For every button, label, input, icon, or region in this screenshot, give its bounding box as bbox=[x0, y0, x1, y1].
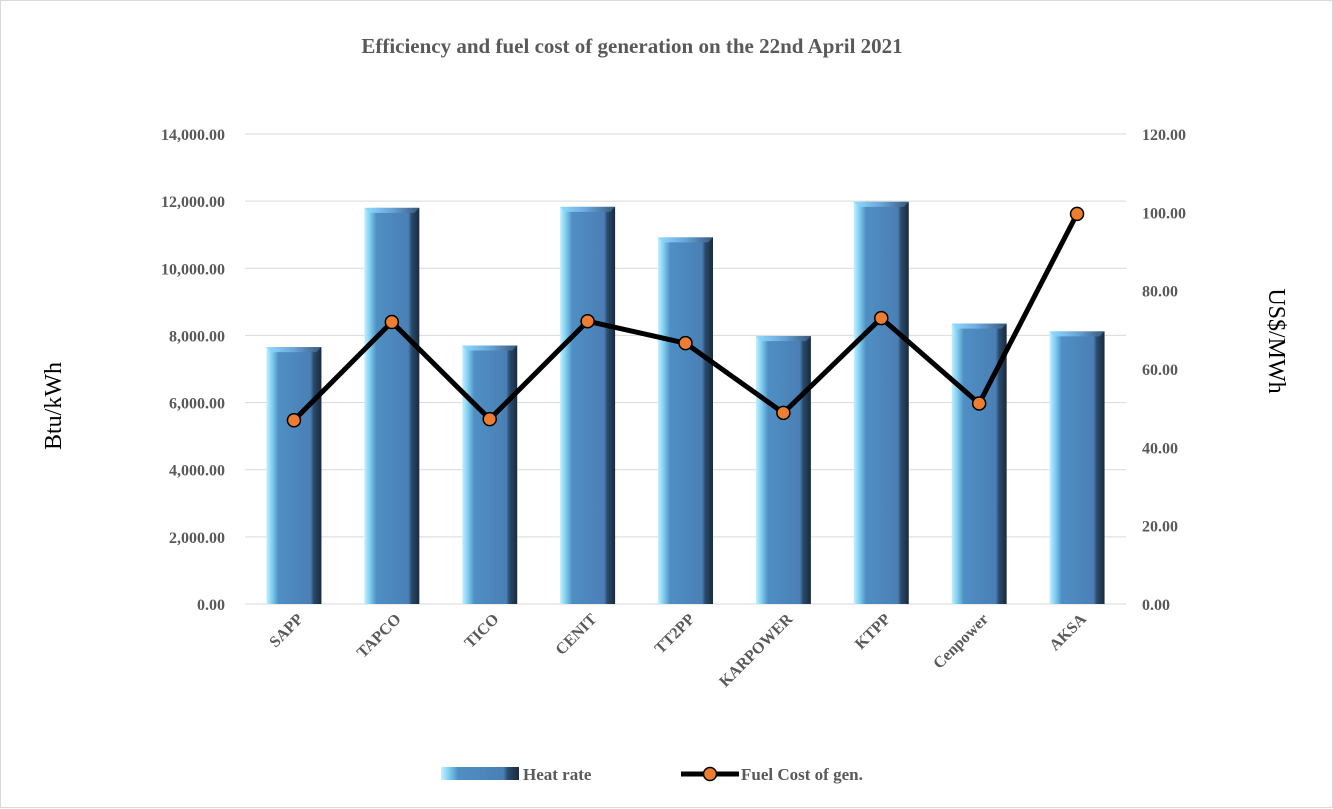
bar-top bbox=[755, 336, 811, 342]
bar-body bbox=[658, 237, 713, 604]
bar-body bbox=[560, 206, 616, 604]
x-tick-label: CENIT bbox=[553, 611, 601, 659]
fuel-cost-line bbox=[286, 206, 1085, 428]
bar-body bbox=[755, 336, 811, 604]
fuel-cost-point bbox=[678, 335, 693, 351]
legend-heat-rate-swatch bbox=[441, 767, 519, 780]
bar-aksa bbox=[1049, 331, 1105, 604]
right-tick-label: 80.00 bbox=[1142, 284, 1178, 301]
bar-top bbox=[266, 347, 322, 353]
x-tick-label: SAPP bbox=[266, 611, 306, 651]
x-axis-ticks: SAPP TAPCO TICO CENIT TT2PP KARPOWER KTPP Cenpo… bbox=[266, 610, 1090, 690]
bar-cenit bbox=[560, 206, 616, 604]
legend-fuel-cost-marker bbox=[702, 766, 718, 782]
fuel-cost-point bbox=[580, 313, 595, 329]
fuel-cost-point bbox=[286, 413, 302, 428]
left-tick-label: 2,000.00 bbox=[169, 530, 225, 547]
bar-tapco bbox=[364, 207, 420, 604]
x-tick-label: AKSA bbox=[1046, 610, 1090, 654]
legend-heat-rate-label: Heat rate bbox=[523, 765, 592, 784]
left-tick-label: 14,000.00 bbox=[161, 127, 225, 144]
heat-rate-bars bbox=[266, 201, 1105, 605]
left-tick-label: 0.00 bbox=[197, 597, 225, 614]
right-tick-label: 60.00 bbox=[1142, 362, 1178, 379]
left-tick-label: 6,000.00 bbox=[169, 396, 225, 413]
fuel-cost-point bbox=[874, 310, 889, 326]
fuel-cost-point bbox=[1069, 206, 1085, 222]
legend-fuel-cost-label: Fuel Cost of gen. bbox=[741, 765, 863, 784]
bar-top bbox=[1049, 331, 1105, 337]
bar-body bbox=[1049, 331, 1105, 604]
legend-fuel-cost: Fuel Cost of gen. bbox=[681, 765, 863, 784]
x-tick-label: KARPOWER bbox=[716, 610, 796, 690]
bar-top bbox=[462, 345, 518, 351]
x-tick-label: KTPP bbox=[852, 611, 894, 653]
left-tick-label: 8,000.00 bbox=[169, 328, 225, 345]
right-axis-label: US$/MWh bbox=[1263, 288, 1289, 393]
bar-body bbox=[853, 201, 909, 605]
fuel-cost-point bbox=[971, 396, 987, 411]
bar-top bbox=[364, 207, 420, 213]
bar-body bbox=[364, 207, 420, 604]
x-tick-label: TT2PP bbox=[652, 611, 699, 658]
right-tick-label: 40.00 bbox=[1142, 440, 1178, 457]
fuel-cost-point bbox=[776, 405, 791, 421]
bar-karpower bbox=[755, 336, 811, 604]
right-tick-label: 100.00 bbox=[1142, 205, 1186, 222]
bar-body bbox=[266, 347, 322, 604]
bar-top bbox=[951, 323, 1007, 329]
bar-tt2pp bbox=[658, 237, 713, 604]
bar-body bbox=[462, 345, 518, 604]
right-tick-label: 20.00 bbox=[1142, 519, 1178, 536]
bar-top bbox=[560, 206, 616, 212]
bar-top bbox=[853, 201, 909, 207]
x-tick-label: TAPCO bbox=[354, 611, 405, 662]
left-axis-label: Btu/kWh bbox=[41, 362, 67, 450]
right-tick-label: 0.00 bbox=[1142, 597, 1170, 614]
legend-heat-rate: Heat rate bbox=[441, 765, 592, 784]
bar-ktpp bbox=[853, 201, 909, 605]
chart-title: Efficiency and fuel cost of generation o… bbox=[361, 34, 902, 58]
fuel-cost-point bbox=[384, 314, 400, 330]
right-axis-ticks: 0.00 20.00 40.00 60.00 80.00 100.00 120.00 bbox=[1142, 127, 1186, 614]
left-axis-ticks: 0.00 2,000.00 4,000.00 6,000.00 8,000.00 10,0… bbox=[161, 127, 225, 614]
x-tick-label: Cenpower bbox=[930, 611, 992, 673]
bar-tico bbox=[462, 345, 518, 604]
bar-top bbox=[658, 237, 713, 243]
left-tick-label: 12,000.00 bbox=[161, 194, 225, 211]
fuel-cost-point bbox=[482, 411, 497, 427]
bar-sapp bbox=[266, 347, 322, 604]
left-tick-label: 10,000.00 bbox=[161, 261, 225, 278]
legend: Heat rate Fuel Cost of gen. bbox=[441, 765, 863, 784]
x-tick-label: TICO bbox=[462, 611, 503, 652]
right-tick-label: 120.00 bbox=[1142, 127, 1186, 144]
left-tick-label: 4,000.00 bbox=[169, 463, 225, 480]
